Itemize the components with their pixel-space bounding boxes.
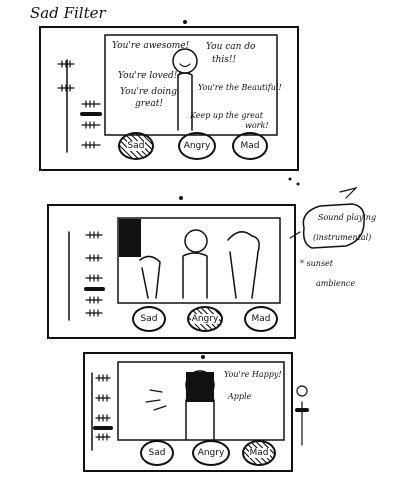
- note-ambience: ambience: [316, 280, 355, 288]
- sad-label: Sad: [140, 314, 159, 324]
- angry-label: Angry: [183, 141, 212, 151]
- note-sound-playing: Sound playing: [318, 214, 376, 222]
- message-you-can-do: You can do: [206, 43, 255, 52]
- mad-label: Mad: [240, 141, 261, 151]
- page-title: Sad Filter: [30, 6, 106, 21]
- sad-label: Sad: [127, 141, 146, 151]
- frame-1-sad-button[interactable]: Sad: [118, 132, 154, 160]
- mad-label: Mad: [251, 314, 272, 324]
- frame-2-mad-button[interactable]: Mad: [244, 306, 278, 332]
- message-keep-up: Keep up the great: [190, 112, 263, 120]
- message-this: this!!: [212, 56, 236, 65]
- message-doing: You're doing: [120, 88, 177, 97]
- message-beautiful: You're the Beautiful!: [198, 84, 282, 92]
- message-happy: You're Happy!: [224, 371, 282, 379]
- message-awesome: You're awesome!: [112, 42, 189, 51]
- frame-2-angry-button[interactable]: Angry: [187, 306, 223, 332]
- frame-1-mad-button[interactable]: Mad: [232, 132, 268, 160]
- note-sunset: * sunset: [300, 260, 333, 268]
- mad-label: Mad: [249, 448, 270, 458]
- message-work: work!: [245, 122, 269, 130]
- message-loved: You're loved!!: [118, 72, 181, 81]
- sad-label: Sad: [148, 448, 167, 458]
- frame-2-sad-button[interactable]: Sad: [132, 306, 166, 332]
- angry-label: Angry: [191, 314, 220, 324]
- frame-3-mad-button[interactable]: Mad: [242, 440, 276, 466]
- apple-label: Apple: [228, 393, 251, 401]
- frame-3-angry-button[interactable]: Angry: [192, 440, 230, 466]
- note-instrumental: (instrumental): [313, 234, 371, 242]
- frame-1-angry-button[interactable]: Angry: [178, 132, 216, 160]
- frame-3-sad-button[interactable]: Sad: [140, 440, 174, 466]
- angry-label: Angry: [197, 448, 226, 458]
- message-great: great!: [135, 100, 163, 109]
